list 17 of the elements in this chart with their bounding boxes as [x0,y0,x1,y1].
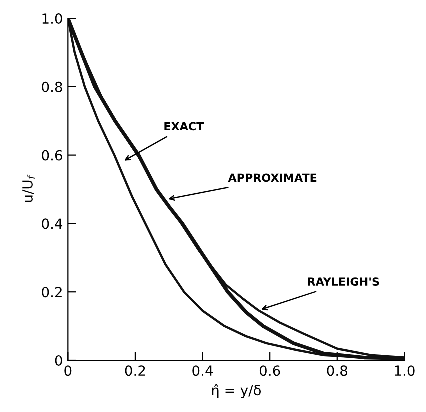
y-tick-label: 0.4 [42,218,63,230]
x-tick-label: 0 [64,366,72,376]
x-tick-label: 0.4 [192,366,214,376]
y-tick-label: 1.0 [42,14,62,24]
x-axis-title: η̂ = y/δ [212,384,262,398]
x-tick-label: 0.6 [260,366,280,376]
annotation: RAYLEIGH'S [308,278,380,286]
y-axis-title: u/U$_{f}$ [22,174,36,202]
y-tick-label: 0 [55,355,62,366]
y-tick-label: 0.2 [42,287,62,298]
annotation: APPROXIMATE [228,174,317,182]
x-tick-label: 0.2 [125,366,146,376]
x-tick-label: 1.0 [395,366,415,376]
y-tick-label: 0.8 [42,82,62,92]
x-tick-label: 0.8 [327,366,348,376]
annotation: EXACT [164,122,204,131]
y-tick-label: 0.6 [42,150,62,161]
